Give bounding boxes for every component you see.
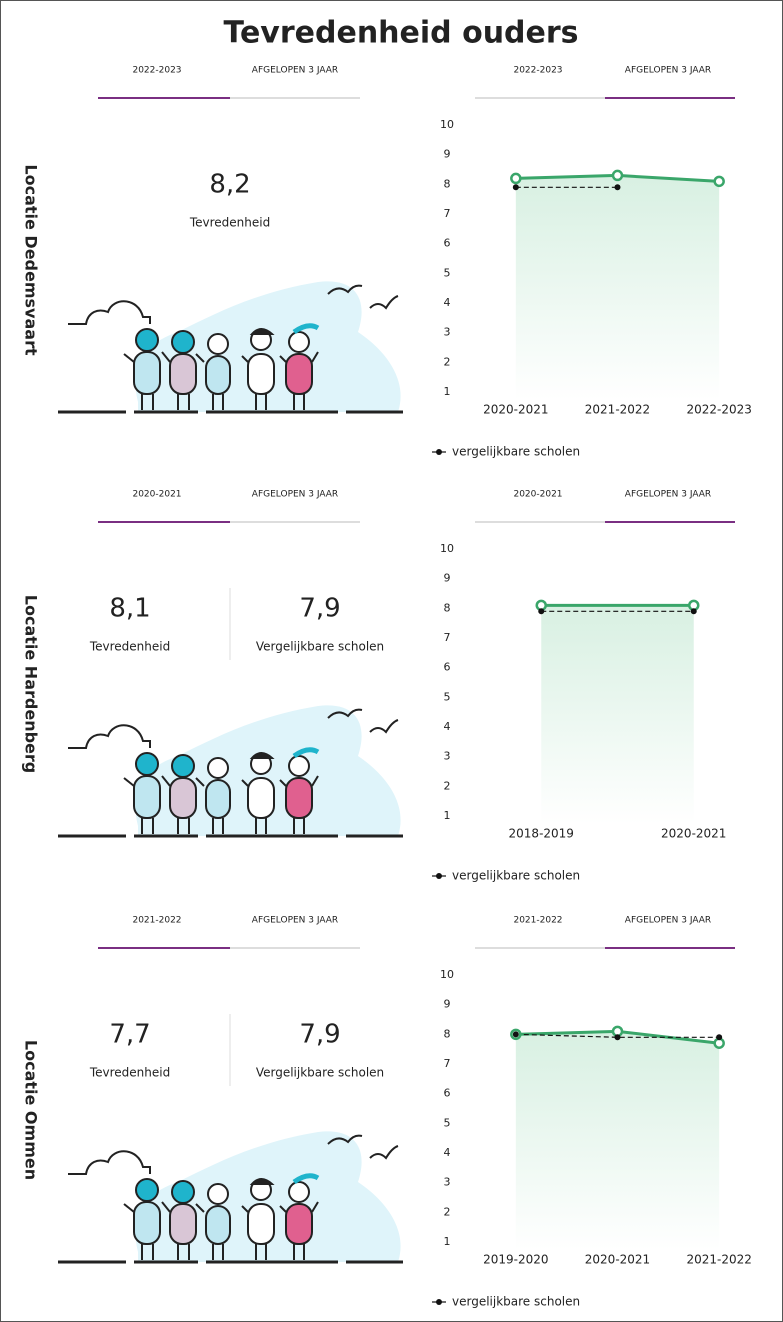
point	[614, 184, 621, 191]
y-tick-label: 10	[440, 968, 454, 981]
score-label: Tevredenheid	[89, 1066, 170, 1080]
y-tick-label: 1	[444, 809, 451, 822]
x-tick-label: 2021-2022	[585, 403, 650, 417]
tab[interactable]: 2020-2021	[132, 490, 181, 500]
y-tick-label: 5	[444, 690, 451, 703]
y-tick-label: 2	[444, 1205, 451, 1218]
location-label: Locatie Dedemsvaart	[22, 164, 41, 356]
y-tick-label: 8	[444, 177, 451, 190]
tab[interactable]: 2021-2022	[513, 916, 562, 926]
area-fill	[541, 605, 694, 824]
x-tick-label: 2021-2022	[686, 1253, 751, 1267]
x-tick-label: 2019-2020	[483, 1253, 548, 1267]
y-tick-label: 3	[444, 750, 451, 763]
y-tick-label: 9	[444, 998, 451, 1011]
y-tick-label: 8	[444, 1027, 451, 1040]
tab[interactable]: 2020-2021	[513, 490, 562, 500]
y-tick-label: 1	[444, 1235, 451, 1248]
point	[538, 608, 545, 615]
tab[interactable]: 2022-2023	[132, 66, 181, 76]
point	[713, 175, 725, 188]
score-label: Vergelijkbare scholen	[256, 640, 384, 654]
illustration	[58, 1131, 403, 1262]
tab[interactable]: AFGELOPEN 3 JAAR	[252, 916, 338, 926]
location-label: Locatie Hardenberg	[22, 595, 41, 773]
x-tick-label: 2018-2019	[509, 827, 574, 841]
y-tick-label: 8	[444, 601, 451, 614]
legend-marker	[436, 873, 442, 879]
point	[512, 184, 519, 191]
tab[interactable]: AFGELOPEN 3 JAAR	[252, 66, 338, 76]
x-tick-label: 2022-2023	[686, 403, 751, 417]
tab[interactable]: 2021-2022	[132, 916, 181, 926]
legend-label: vergelijkbare scholen	[452, 445, 580, 459]
y-tick-label: 6	[444, 1087, 451, 1100]
area-fill	[515, 1031, 720, 1250]
area-fill	[515, 175, 720, 400]
y-tick-label: 2	[444, 355, 451, 368]
point	[510, 172, 522, 185]
score-label: Tevredenheid	[89, 640, 170, 654]
score-value: 7,7	[109, 1020, 150, 1050]
score-label: Vergelijkbare scholen	[256, 1066, 384, 1080]
y-tick-label: 9	[444, 572, 451, 585]
legend-marker	[436, 449, 442, 455]
y-tick-label: 4	[444, 1146, 451, 1159]
score-value: 7,9	[299, 594, 340, 624]
point	[716, 1034, 723, 1041]
legend-label: vergelijkbare scholen	[452, 1295, 580, 1309]
x-tick-label: 2020-2021	[585, 1253, 650, 1267]
score-label: Tevredenheid	[189, 216, 270, 230]
y-tick-label: 1	[444, 385, 451, 398]
score-value: 8,1	[109, 594, 150, 624]
score-value: 8,2	[209, 170, 250, 200]
y-tick-label: 7	[444, 207, 451, 220]
point	[611, 169, 624, 182]
tab[interactable]: AFGELOPEN 3 JAAR	[625, 66, 711, 76]
tab[interactable]: AFGELOPEN 3 JAAR	[252, 490, 338, 500]
y-tick-label: 10	[440, 542, 454, 555]
y-tick-label: 3	[444, 1176, 451, 1189]
tab[interactable]: 2022-2023	[513, 66, 562, 76]
score-value: 7,9	[299, 1020, 340, 1050]
legend-label: vergelijkbare scholen	[452, 869, 580, 883]
y-tick-label: 5	[444, 1116, 451, 1129]
point	[614, 1034, 621, 1041]
illustration	[58, 281, 403, 412]
y-tick-label: 9	[444, 148, 451, 161]
point	[690, 608, 697, 615]
page-title: Tevredenheid ouders	[223, 16, 578, 51]
x-tick-label: 2020-2021	[661, 827, 726, 841]
y-tick-label: 10	[440, 118, 454, 131]
y-tick-label: 4	[444, 296, 451, 309]
y-tick-label: 7	[444, 1057, 451, 1070]
point	[512, 1031, 519, 1038]
y-tick-label: 4	[444, 720, 451, 733]
y-tick-label: 2	[444, 779, 451, 792]
location-label: Locatie Ommen	[22, 1040, 41, 1180]
tab[interactable]: AFGELOPEN 3 JAAR	[625, 490, 711, 500]
series-line	[515, 1033, 720, 1038]
tab[interactable]: AFGELOPEN 3 JAAR	[625, 916, 711, 926]
y-tick-label: 7	[444, 631, 451, 644]
y-tick-label: 5	[444, 266, 451, 279]
illustration	[58, 705, 403, 836]
x-tick-label: 2020-2021	[483, 403, 548, 417]
y-tick-label: 6	[444, 237, 451, 250]
y-tick-label: 3	[444, 326, 451, 339]
y-tick-label: 6	[444, 661, 451, 674]
legend-marker	[436, 1299, 442, 1305]
